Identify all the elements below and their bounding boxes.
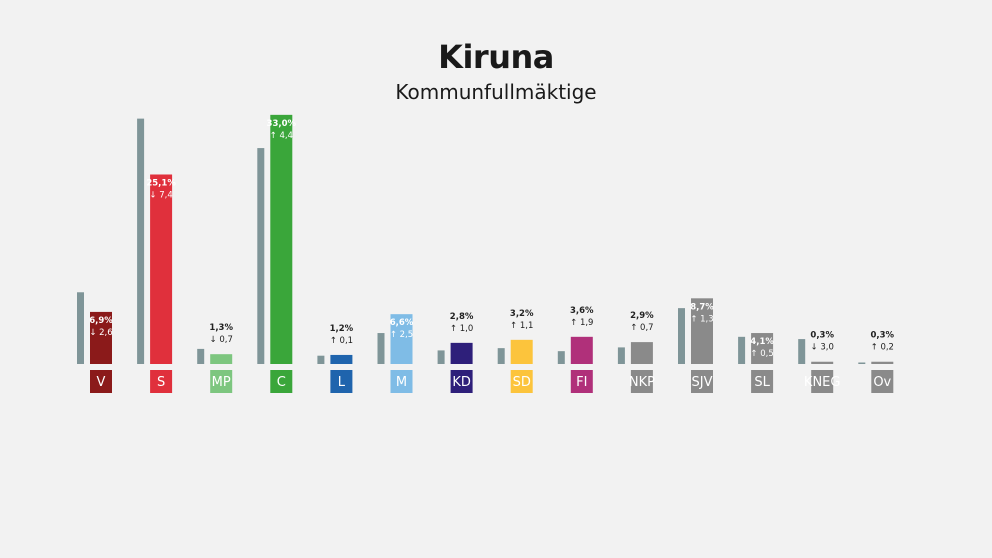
previous-bar-l: [317, 355, 325, 364]
party-label-c: C: [277, 375, 286, 390]
value-label-kneg: 0,3%: [810, 331, 834, 341]
party-label-sd: SD: [513, 375, 531, 390]
current-bar-mp: [210, 354, 233, 364]
previous-bar-sjv: [678, 308, 685, 364]
change-label-sjv: ↑ 1,3: [690, 314, 713, 324]
party-box-mp: [210, 370, 233, 393]
current-bar-sjv: [691, 298, 713, 364]
value-label-s: 25,1%: [146, 178, 176, 188]
party-label-v: V: [97, 375, 106, 390]
party-label-s: S: [157, 375, 165, 390]
party-box-s: [150, 370, 173, 393]
value-label-sl: 4,1%: [750, 337, 774, 347]
party-box-m: [390, 370, 413, 393]
previous-bar-sd: [497, 348, 505, 364]
chart-title: Kiruna: [438, 38, 554, 76]
value-label-l: 1,2%: [330, 324, 354, 334]
change-label-m: ↑ 2,5: [390, 330, 413, 340]
previous-bar-v: [77, 292, 84, 364]
party-label-nkp: NKP: [629, 375, 655, 390]
change-label-ov: ↑ 0,2: [871, 343, 894, 353]
current-bar-ov: [871, 361, 894, 364]
value-label-mp: 1,3%: [209, 323, 233, 333]
current-bar-kd: [450, 342, 473, 364]
current-bar-l: [330, 354, 353, 364]
party-label-kd: KD: [452, 375, 471, 390]
party-label-sjv: SJV: [692, 375, 713, 390]
previous-bar-sl: [738, 336, 746, 364]
party-label-mp: MP: [212, 375, 231, 390]
current-bar-s: [150, 174, 173, 364]
previous-bar-c: [257, 148, 265, 364]
previous-bar-kneg: [798, 339, 806, 364]
current-bar-sl: [751, 333, 774, 364]
previous-bar-ov: [858, 362, 866, 364]
change-label-mp: ↓ 0,7: [210, 335, 233, 345]
previous-bar-m: [377, 333, 385, 364]
party-box-v: [90, 370, 112, 393]
current-bar-nkp: [630, 342, 653, 364]
party-box-kneg: [811, 370, 834, 393]
party-box-sl: [751, 370, 774, 393]
party-box-c: [270, 370, 293, 393]
previous-bar-nkp: [617, 347, 625, 364]
value-label-v: 6,9%: [89, 316, 113, 326]
value-label-c: 33,0%: [267, 119, 297, 129]
value-label-ov: 0,3%: [871, 331, 895, 341]
party-label-kneg: KNEG: [804, 375, 841, 390]
previous-bar-mp: [197, 348, 205, 364]
party-label-fi: FI: [576, 375, 587, 390]
party-label-l: L: [338, 375, 346, 390]
change-label-kneg: ↓ 3,0: [811, 343, 834, 353]
party-box-sjv: [691, 370, 713, 393]
change-label-l: ↑ 0,1: [330, 336, 353, 346]
change-label-fi: ↑ 1,9: [570, 318, 593, 328]
previous-bar-kd: [437, 350, 445, 364]
value-label-nkp: 2,9%: [630, 311, 654, 321]
change-label-nkp: ↑ 0,7: [630, 323, 653, 333]
current-bar-m: [390, 314, 413, 364]
previous-bar-fi: [557, 351, 565, 364]
value-label-sjv: 8,7%: [690, 302, 714, 312]
change-label-s: ↓ 7,4: [149, 190, 172, 200]
change-label-v: ↓ 2,6: [89, 328, 112, 338]
party-box-ov: [871, 370, 894, 393]
value-label-m: 6,6%: [390, 318, 414, 328]
value-label-sd: 3,2%: [510, 309, 534, 319]
party-box-l: [330, 370, 353, 393]
party-box-nkp: [630, 370, 653, 393]
chart-subtitle: Kommunfullmäktige: [395, 80, 597, 104]
party-box-sd: [510, 370, 533, 393]
current-bar-c: [270, 114, 293, 364]
party-label-m: M: [396, 375, 407, 390]
current-bar-v: [90, 311, 112, 364]
value-label-fi: 3,6%: [570, 306, 594, 316]
current-bar-kneg: [811, 361, 834, 364]
change-label-c: ↑ 4,4: [270, 131, 293, 141]
party-box-fi: [570, 370, 593, 393]
value-label-kd: 2,8%: [450, 312, 474, 322]
previous-bar-s: [137, 118, 145, 364]
current-bar-sd: [510, 339, 533, 364]
party-label-sl: SL: [754, 375, 770, 390]
current-bar-fi: [570, 336, 593, 364]
party-label-ov: Ov: [873, 375, 891, 390]
change-label-kd: ↑ 1,0: [450, 324, 473, 334]
change-label-sd: ↑ 1,1: [510, 321, 533, 331]
party-box-kd: [450, 370, 473, 393]
change-label-sl: ↑ 0,5: [750, 349, 773, 359]
